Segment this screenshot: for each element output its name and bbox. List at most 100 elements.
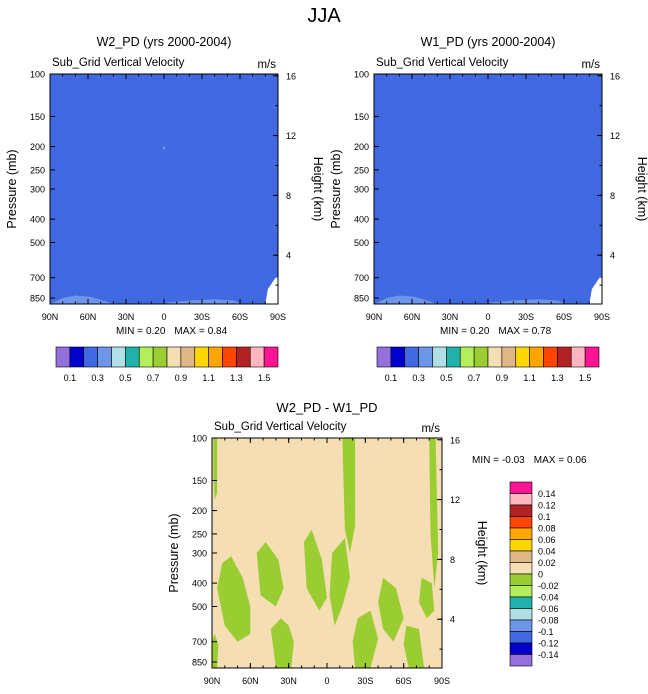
colorbar-label: -0.06 — [538, 604, 559, 614]
x-tick-label: 30N — [442, 312, 459, 322]
colorbar-label: 0.04 — [538, 547, 556, 557]
x-tick-label: 60S — [396, 676, 412, 686]
stats-max-label: MAX = — [498, 326, 528, 337]
colorbar-label: 0.5 — [440, 373, 453, 383]
colorbar-swatch — [111, 346, 126, 368]
colorbar-swatch — [501, 346, 517, 368]
colorbar-swatch — [180, 346, 196, 368]
y-tick-label: 500 — [30, 238, 45, 248]
colorbar-swatch — [570, 346, 586, 368]
colorbar-swatch — [446, 346, 461, 368]
colorbar-swatch — [236, 346, 251, 368]
y-axis-label: Pressure (mb) — [329, 149, 343, 228]
contour-features — [212, 438, 439, 668]
y-tick-label: 100 — [354, 70, 369, 80]
contour-tiny-spot — [163, 146, 165, 150]
contour-low-level-light-band-2 — [488, 299, 567, 304]
colorbar-swatch — [83, 346, 98, 368]
figure-title: JJA — [307, 5, 341, 27]
contour-low-level-light-band-2 — [164, 299, 243, 304]
colorbar-label: -0.14 — [538, 650, 559, 660]
x-tick-label: 30S — [357, 676, 373, 686]
contour-green-75s-blob — [419, 577, 435, 619]
contour-sh-edge-white — [589, 277, 602, 304]
colorbar-swatch — [509, 596, 533, 609]
contour-green-65s-blob — [403, 625, 425, 668]
x-tick-label: 30N — [280, 676, 297, 686]
contour-green-50s-blob — [378, 577, 404, 642]
contour-green-30n-blob — [270, 618, 294, 668]
contour-green-55n-blob — [217, 556, 251, 642]
stats-min: 0.20 — [470, 326, 490, 337]
colorbar-swatch — [404, 346, 419, 368]
colorbar-swatch — [509, 573, 533, 586]
colorbar-swatch — [459, 346, 475, 368]
panel-title: W2_PD - W1_PD — [276, 400, 377, 415]
stats-min-label: MIN = — [472, 455, 499, 466]
y-tick-label: 200 — [354, 142, 369, 152]
x-tick-label: 30S — [518, 312, 534, 322]
colorbar-label: -0.12 — [538, 639, 559, 649]
panel-subtitle: Sub_Grid Vertical Velocity — [214, 421, 347, 433]
y-tick-label: 500 — [354, 238, 369, 248]
colorbar-swatch — [584, 346, 600, 368]
y2-axis-label: Height (km) — [475, 521, 489, 586]
colorbar-swatch — [473, 346, 489, 368]
colorbar-swatch — [509, 516, 533, 529]
x-tick-label: 0 — [485, 312, 490, 322]
x-tick-label: 60N — [404, 312, 421, 322]
plot-background — [50, 74, 278, 304]
panel-units: m/s — [421, 423, 440, 435]
colorbar-label: -0.1 — [538, 627, 554, 637]
stats-line: MIN = 0.20 MAX = 0.84 — [116, 326, 228, 337]
panel-w1: W1_PD (yrs 2000-2004) Sub_Grid Vertical V… — [329, 35, 648, 337]
y2-tick-label: 8 — [286, 191, 291, 201]
colorbar-label: 1.5 — [258, 373, 271, 383]
panel-subtitle: Sub_Grid Vertical Velocity — [376, 57, 509, 69]
colorbar-swatch — [194, 346, 209, 368]
y2-tick-label: 12 — [286, 131, 296, 141]
contour-sh-edge-white — [265, 277, 278, 304]
contour-low-level-light-band — [374, 295, 438, 304]
colorbar-label: -0.02 — [538, 581, 559, 591]
colorbar-swatch — [152, 346, 168, 368]
x-tick-label: 60N — [242, 676, 259, 686]
panel-w2: W2_PD (yrs 2000-2004) Sub_Grid Vertical V… — [5, 35, 325, 337]
y-tick-label: 300 — [354, 185, 369, 195]
contour-features — [50, 146, 278, 304]
y2-tick-label: 12 — [610, 131, 620, 141]
y-tick-label: 850 — [192, 658, 207, 668]
colorbar-label: 0.7 — [468, 373, 481, 383]
y-axis-label: Pressure (mb) — [167, 513, 181, 592]
y2-tick-label: 8 — [610, 191, 615, 201]
y2-tick-label: 8 — [450, 555, 455, 565]
panel-units: m/s — [257, 59, 276, 71]
colorbar-label: 0.7 — [147, 373, 160, 383]
colorbar-swatch — [509, 654, 533, 667]
y2-axis-label: Height (km) — [311, 157, 325, 222]
colorbar-label: 0.12 — [538, 501, 556, 511]
stats-min: -0.03 — [502, 455, 525, 466]
colorbar-label: 0.1 — [538, 512, 551, 522]
y2-tick-label: 4 — [610, 251, 615, 261]
x-tick-label: 0 — [161, 312, 166, 322]
x-tick-label: 90S — [434, 676, 450, 686]
panel-title: W2_PD (yrs 2000-2004) — [97, 35, 232, 49]
y-tick-label: 400 — [192, 579, 207, 589]
y-tick-label: 700 — [354, 273, 369, 283]
colorbar-label: 1.3 — [230, 373, 243, 383]
contour-features — [374, 277, 602, 304]
colorbar-swatch — [515, 346, 530, 368]
colorbar-swatch — [263, 346, 279, 368]
x-tick-label: 60S — [556, 312, 572, 322]
y2-tick-label: 4 — [286, 251, 291, 261]
contour-green-30s-blob — [352, 610, 379, 668]
x-tick-label: 30S — [194, 312, 210, 322]
x-tick-label: 60S — [232, 312, 248, 322]
y-tick-label: 200 — [30, 142, 45, 152]
panel-subtitle: Sub_Grid Vertical Velocity — [52, 57, 185, 69]
colorbar-label: 0.1 — [385, 373, 398, 383]
y-tick-label: 850 — [30, 294, 45, 304]
colorbar-swatch — [557, 346, 572, 368]
